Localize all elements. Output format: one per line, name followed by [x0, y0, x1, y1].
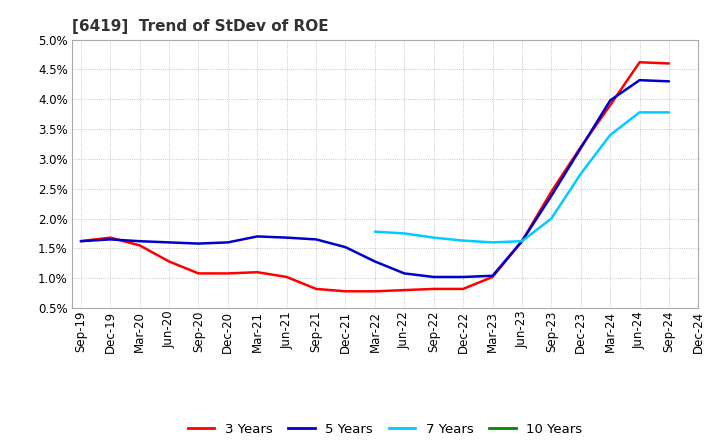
7 Years	[518, 238, 526, 244]
3 Years	[135, 243, 144, 248]
5 Years	[547, 193, 556, 198]
3 Years	[312, 286, 320, 292]
5 Years	[400, 271, 409, 276]
5 Years	[135, 238, 144, 244]
Legend: 3 Years, 5 Years, 7 Years, 10 Years: 3 Years, 5 Years, 7 Years, 10 Years	[183, 418, 588, 440]
3 Years	[106, 235, 114, 240]
3 Years	[518, 238, 526, 244]
7 Years	[606, 132, 614, 138]
5 Years	[606, 98, 614, 103]
7 Years	[488, 240, 497, 245]
3 Years	[606, 103, 614, 108]
7 Years	[577, 171, 585, 176]
3 Years	[282, 275, 291, 280]
5 Years	[253, 234, 261, 239]
3 Years	[488, 275, 497, 280]
3 Years	[371, 289, 379, 294]
5 Years	[518, 238, 526, 244]
3 Years	[76, 238, 85, 244]
5 Years	[76, 238, 85, 244]
5 Years	[312, 237, 320, 242]
3 Years	[665, 61, 673, 66]
7 Years	[459, 238, 467, 243]
3 Years	[194, 271, 203, 276]
5 Years	[194, 241, 203, 246]
5 Years	[488, 273, 497, 279]
5 Years	[106, 237, 114, 242]
Line: 3 Years: 3 Years	[81, 62, 669, 291]
5 Years	[577, 146, 585, 151]
5 Years	[429, 275, 438, 280]
5 Years	[165, 240, 174, 245]
3 Years	[635, 60, 644, 65]
5 Years	[459, 275, 467, 280]
3 Years	[223, 271, 232, 276]
Text: [6419]  Trend of StDev of ROE: [6419] Trend of StDev of ROE	[72, 19, 328, 34]
5 Years	[223, 240, 232, 245]
Line: 5 Years: 5 Years	[81, 80, 669, 277]
7 Years	[547, 216, 556, 221]
5 Years	[282, 235, 291, 240]
7 Years	[371, 229, 379, 234]
7 Years	[400, 231, 409, 236]
3 Years	[400, 287, 409, 293]
3 Years	[577, 144, 585, 150]
5 Years	[665, 79, 673, 84]
5 Years	[341, 245, 350, 250]
7 Years	[635, 110, 644, 115]
Line: 7 Years: 7 Years	[375, 112, 669, 242]
3 Years	[165, 259, 174, 264]
3 Years	[547, 189, 556, 194]
3 Years	[341, 289, 350, 294]
3 Years	[429, 286, 438, 292]
3 Years	[253, 270, 261, 275]
5 Years	[371, 259, 379, 264]
3 Years	[459, 286, 467, 292]
7 Years	[665, 110, 673, 115]
5 Years	[635, 77, 644, 83]
7 Years	[429, 235, 438, 240]
